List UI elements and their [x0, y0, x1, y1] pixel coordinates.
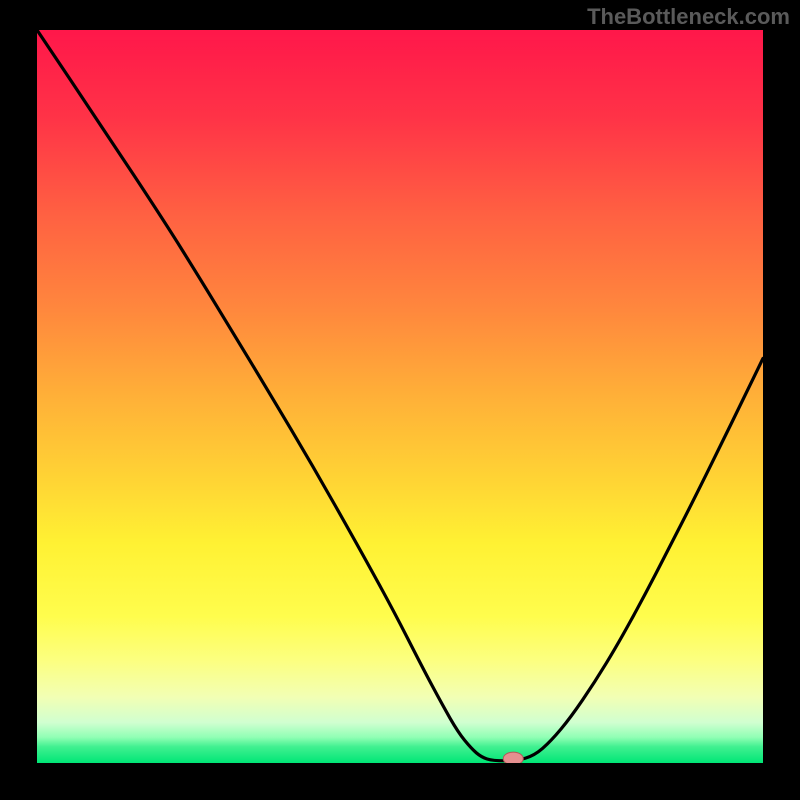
chart-plot-area [37, 30, 763, 763]
optimal-point-marker [503, 752, 523, 763]
bottleneck-curve-chart [37, 30, 763, 763]
watermark-text: TheBottleneck.com [587, 4, 790, 30]
gradient-background [37, 30, 763, 763]
